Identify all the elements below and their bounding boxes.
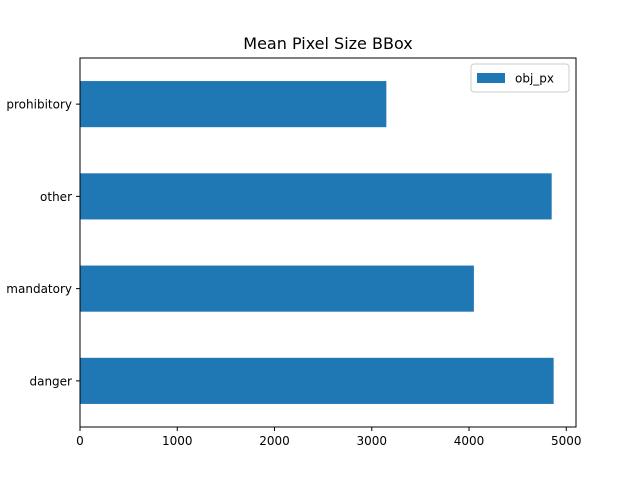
axes-layer: danger mandatory other prohibitory 0 1000 2000…: [6, 57, 582, 448]
plot-frame: [79, 57, 577, 428]
bar-danger: [80, 357, 554, 404]
x-tick-label: 3000: [356, 434, 387, 448]
x-tick-label: 2000: [259, 434, 290, 448]
legend-swatch: [477, 73, 505, 83]
y-tick-label: prohibitory: [6, 98, 72, 112]
legend-box: [470, 63, 570, 93]
x-tick-label: 1000: [162, 434, 193, 448]
bar-prohibitory: [80, 81, 387, 128]
y-tick-label: mandatory: [6, 282, 72, 296]
y-tick-label: other: [40, 190, 72, 204]
x-tick-label: 4000: [454, 434, 485, 448]
chart-title: Mean Pixel Size BBox: [243, 34, 412, 53]
bar-mandatory: [80, 265, 474, 312]
x-tick-label: 5000: [551, 434, 582, 448]
y-tick-label: danger: [29, 374, 72, 388]
legend: obj_px: [470, 63, 570, 93]
bar-other: [80, 173, 552, 220]
bars-layer: [80, 81, 554, 404]
legend-label: obj_px: [515, 72, 554, 86]
x-tick-label: 0: [76, 434, 84, 448]
